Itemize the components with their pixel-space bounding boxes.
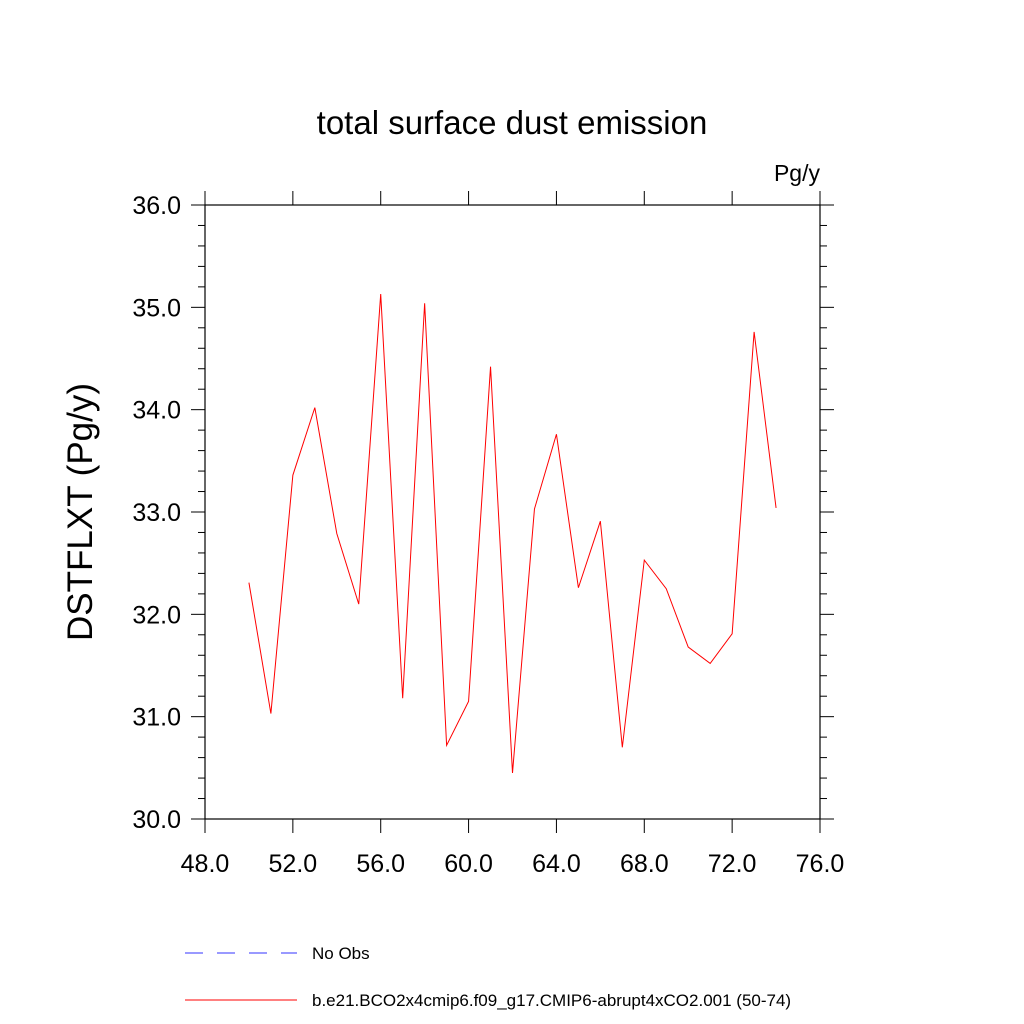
legend-item-model-run: b.e21.BCO2x4cmip6.f09_g17.CMIP6-abrupt4x…	[185, 991, 791, 1010]
y-tick-label: 36.0	[132, 192, 181, 220]
series-line-1	[248, 293, 777, 773]
series-layer	[248, 293, 777, 773]
x-tick-label: 56.0	[356, 850, 405, 878]
legend: No Obs b.e21.BCO2x4cmip6.f09_g17.CMIP6-a…	[185, 944, 791, 1010]
y-tick-label: 30.0	[132, 806, 181, 834]
x-tick-label: 60.0	[444, 850, 493, 878]
axis-ticks	[191, 191, 834, 833]
legend-label-no-obs: No Obs	[312, 944, 370, 963]
x-tick-label: 52.0	[269, 850, 318, 878]
x-tick-label: 48.0	[181, 850, 230, 878]
y-tick-label: 32.0	[132, 601, 181, 629]
y-tick-label: 31.0	[132, 704, 181, 732]
plot-frame	[204, 204, 821, 820]
x-tick-label: 76.0	[796, 850, 845, 878]
chart-title: total surface dust emission	[317, 104, 708, 141]
units-label: Pg/y	[774, 160, 821, 186]
y-tick-label: 34.0	[132, 397, 181, 425]
legend-item-no-obs: No Obs	[185, 944, 370, 963]
y-tick-label: 33.0	[132, 499, 181, 527]
y-axis-label: DSTFLXT (Pg/y)	[61, 383, 100, 641]
x-tick-label: 72.0	[708, 850, 757, 878]
legend-label-model-run: b.e21.BCO2x4cmip6.f09_g17.CMIP6-abrupt4x…	[312, 991, 791, 1010]
x-tick-label: 68.0	[620, 850, 669, 878]
x-tick-label: 64.0	[532, 850, 581, 878]
y-tick-label: 35.0	[132, 294, 181, 322]
axis-tick-labels: 48.0 52.0 56.0 60.0 64.0 68.0 72.0 76.0 30.0 31.0…	[132, 192, 844, 878]
